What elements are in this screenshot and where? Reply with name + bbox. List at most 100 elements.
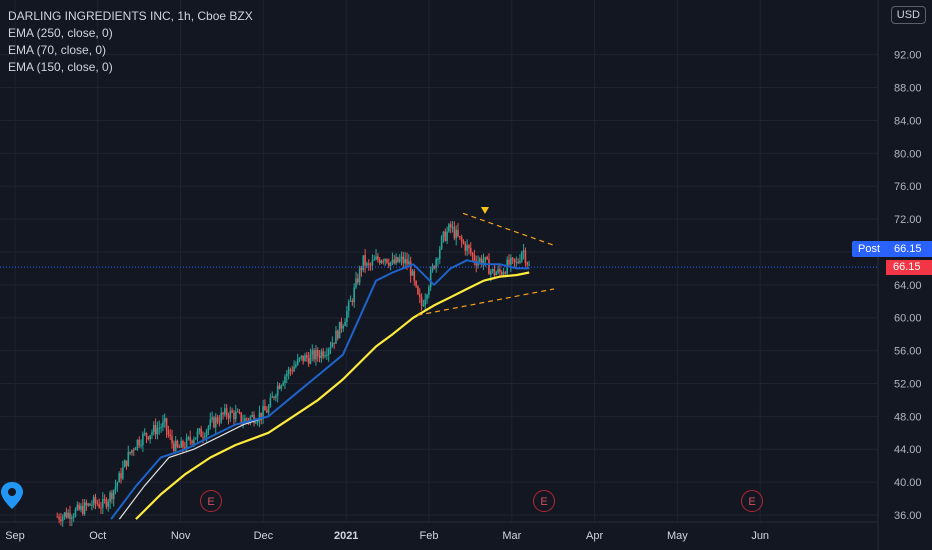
candle-body — [528, 264, 530, 266]
candle-body — [398, 258, 401, 262]
candle-body — [428, 287, 430, 295]
candle-body — [224, 408, 226, 415]
candle-body — [255, 422, 257, 424]
triangle-down-icon — [481, 207, 489, 214]
candle-body — [329, 347, 332, 350]
candle-body — [216, 417, 219, 422]
candle-body — [132, 449, 135, 451]
symbol-title[interactable]: DARLING INGREDIENTS INC, 1h, Cboe BZX — [8, 9, 253, 23]
candle-body — [313, 350, 315, 360]
candle-body — [320, 351, 323, 359]
x-tick-label: Feb — [420, 530, 439, 542]
candle-body — [127, 451, 130, 466]
candle-body — [460, 237, 463, 242]
candle-body — [375, 256, 377, 260]
earnings-marker-mar[interactable]: E — [533, 490, 555, 512]
map-pin-icon[interactable] — [1, 482, 23, 509]
candle-body — [490, 271, 492, 275]
candle-body — [420, 297, 423, 306]
candle-body — [200, 428, 202, 437]
candle-body — [218, 421, 221, 423]
ema-250-label[interactable]: EMA (250, close, 0) — [8, 26, 113, 40]
earnings-marker-nov[interactable]: E — [200, 490, 222, 512]
candle-body — [449, 224, 452, 228]
candle-body — [112, 489, 115, 500]
candle-body — [378, 259, 381, 263]
candle-body — [526, 262, 529, 265]
candle-body — [289, 369, 292, 371]
candle-body — [129, 451, 131, 454]
y-tick-label: 48.00 — [894, 411, 922, 423]
candle-body — [471, 253, 474, 256]
candle-body — [245, 418, 248, 420]
y-tick-label: 72.00 — [894, 214, 922, 226]
candle-body — [107, 501, 110, 507]
candle-body — [395, 257, 397, 264]
x-tick-label: May — [667, 530, 688, 542]
candle-body — [87, 503, 90, 506]
candle-body — [468, 245, 470, 249]
candle-body — [409, 261, 412, 276]
x-tick-label: 2021 — [334, 530, 358, 542]
post-value: 66.15 — [894, 243, 922, 255]
candle-body — [386, 258, 388, 263]
candle-body — [404, 259, 406, 264]
earnings-marker-may[interactable]: E — [741, 490, 763, 512]
trendline-0 — [462, 212, 555, 246]
candle-body — [371, 260, 374, 265]
candle-body — [114, 486, 117, 490]
price-series — [56, 220, 530, 527]
candle-body — [364, 255, 366, 266]
chart-grid — [0, 0, 879, 550]
x-axis[interactable]: Sep Oct Nov Dec 2021 Feb Mar Apr May Jun — [5, 530, 769, 542]
candle-body — [422, 305, 425, 307]
candle-body — [358, 268, 361, 283]
y-axis[interactable]: 36.00 40.00 44.00 48.00 52.00 56.00 60.00 64.00… — [894, 50, 922, 522]
candle-body — [222, 412, 224, 415]
y-tick-label: 88.00 — [894, 83, 922, 95]
candle-body — [306, 355, 308, 358]
candle-body — [389, 262, 392, 266]
candle-body — [189, 437, 192, 441]
candle-body — [111, 492, 113, 500]
candle-body — [78, 504, 80, 510]
candle-body — [418, 294, 421, 298]
candle-body — [502, 272, 505, 275]
candle-body — [296, 358, 299, 365]
candle-body — [180, 440, 182, 448]
candle-body — [302, 355, 304, 362]
candle-body — [520, 252, 523, 261]
y-tick-label: 44.00 — [894, 444, 922, 456]
candle-body — [102, 498, 104, 508]
candle-body — [182, 440, 184, 448]
candle-body — [89, 503, 91, 506]
candle-body — [513, 258, 516, 263]
ema-70-label[interactable]: EMA (70, close, 0) — [8, 43, 107, 57]
candle-body — [60, 519, 62, 522]
candle-body — [94, 497, 97, 504]
candle-body — [167, 430, 170, 435]
candle-body — [123, 460, 126, 468]
candle-body — [153, 425, 155, 433]
candle-body — [85, 502, 88, 506]
candle-body — [373, 259, 376, 261]
candle-body — [282, 383, 284, 386]
chart-legend: DARLING INGREDIENTS INC, 1h, Cboe BZX EM… — [8, 8, 253, 76]
ema-150-label[interactable]: EMA (150, close, 0) — [8, 60, 113, 74]
candle-body — [149, 435, 151, 440]
candle-body — [238, 411, 241, 413]
currency-button[interactable]: USD — [890, 6, 926, 24]
candle-body — [482, 260, 485, 265]
candle-body — [380, 260, 383, 263]
candle-body — [71, 517, 73, 520]
candle-body — [258, 412, 261, 421]
candle-body — [464, 243, 467, 251]
candle-body — [459, 236, 461, 238]
candle-body — [120, 473, 122, 479]
candle-body — [497, 269, 499, 273]
candle-body — [484, 256, 487, 261]
candle-body — [198, 428, 201, 432]
candle-body — [209, 419, 212, 427]
candle-body — [140, 445, 142, 447]
